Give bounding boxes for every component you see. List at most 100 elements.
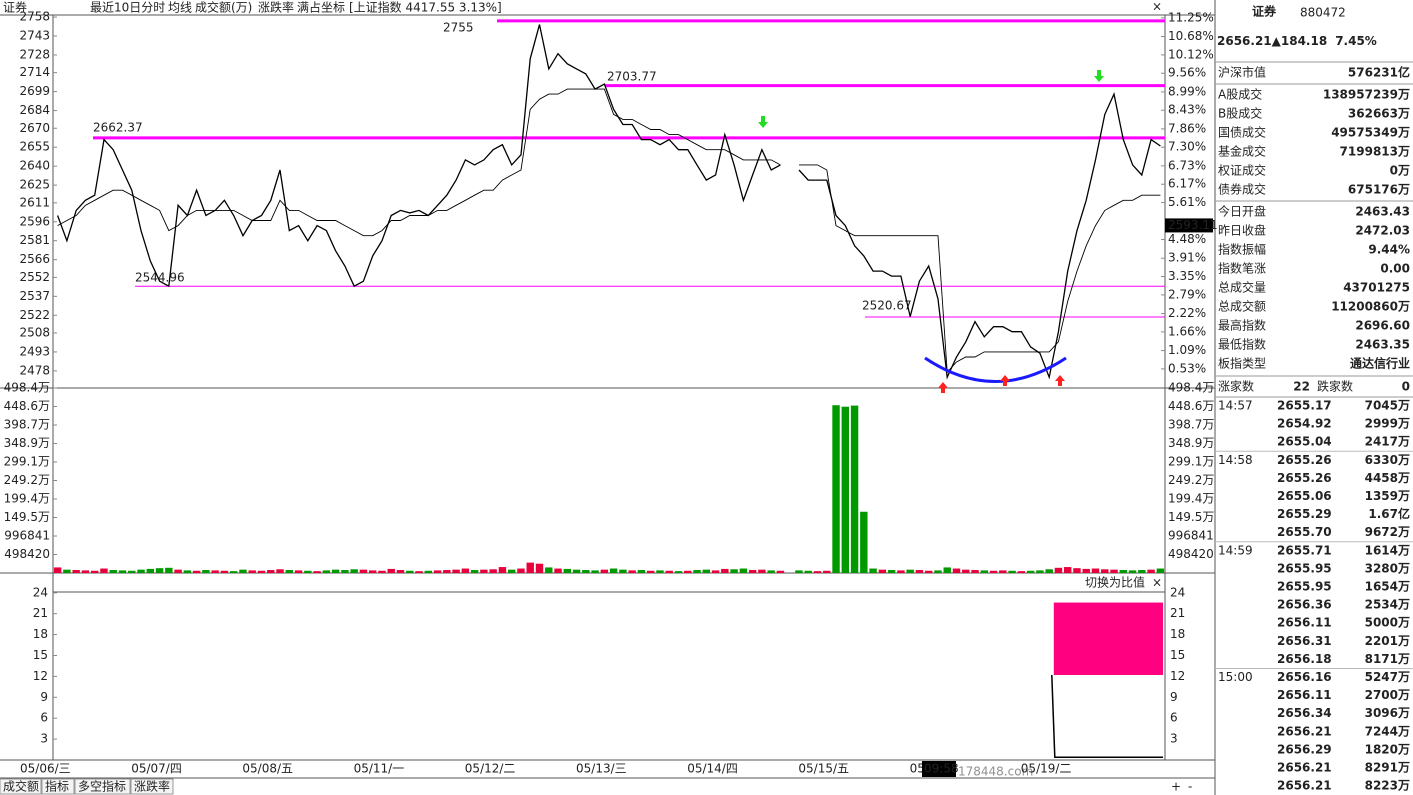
- cursor-time: 09:58: [924, 762, 959, 776]
- y2-tick-label: 7.86%: [1168, 121, 1206, 135]
- stat-label: 债券成交: [1218, 182, 1266, 197]
- y-tick-label: 15: [33, 648, 48, 662]
- volume-bar: [962, 569, 970, 573]
- y2-tick-label: 9.56%: [1168, 66, 1206, 80]
- y2-tick-label: 498420: [1168, 547, 1214, 561]
- volume-bar: [591, 570, 599, 573]
- average-line: [57, 88, 781, 237]
- y-tick-label: 2670: [19, 121, 50, 135]
- y2-tick-label: 249.2万: [1168, 473, 1214, 487]
- x-tick-label: 05/14/四: [687, 762, 738, 776]
- y-tick-label: 2699: [19, 84, 50, 98]
- toolbar-item[interactable]: 最近10日分时: [90, 1, 165, 15]
- x-tick-label: 05/11/一: [354, 762, 405, 776]
- ratio-line: [1051, 674, 1163, 758]
- tick-volume: 7045万: [1365, 399, 1410, 413]
- tab[interactable]: [74, 778, 131, 795]
- volume-bar: [1091, 568, 1100, 573]
- toolbar-item[interactable]: 满占坐标: [297, 0, 345, 15]
- stat-label: 最低指数: [1218, 337, 1266, 352]
- y-tick-label: 2537: [19, 289, 50, 303]
- tab-label[interactable]: 指标: [45, 779, 69, 794]
- tab-label[interactable]: 多空指标: [78, 779, 126, 794]
- stat-label: 权证成交: [1218, 163, 1266, 178]
- y2-tick-label: 10.68%: [1168, 29, 1214, 43]
- volume-bar: [1110, 569, 1118, 573]
- y2-tick-label: 24: [1170, 585, 1185, 599]
- volume-bar: [823, 570, 831, 573]
- tab-label[interactable]: 成交额: [3, 779, 39, 794]
- y2-tick-label: 5.61%: [1168, 195, 1206, 209]
- y-tick-label: 2728: [19, 47, 50, 61]
- toolbar-item[interactable]: 均线: [168, 1, 192, 15]
- y2-tick-label: 11.25%: [1168, 10, 1214, 24]
- volume-bar: [257, 570, 266, 573]
- volume-bar: [1119, 570, 1128, 573]
- y2-tick-label: 149.5万: [1168, 510, 1214, 524]
- tick-time: 14:58: [1218, 453, 1253, 467]
- stat-value: 2463.35: [1355, 338, 1410, 352]
- tick-volume: 3096万: [1365, 706, 1410, 720]
- volume-bar: [128, 570, 136, 573]
- volume-bar: [248, 570, 256, 573]
- volume-bar: [748, 570, 757, 573]
- volume-bar: [1101, 569, 1109, 573]
- control-button[interactable]: +: [1171, 780, 1181, 794]
- volume-bar: [887, 570, 896, 573]
- close-button[interactable]: ×: [1152, 0, 1162, 14]
- volume-bar: [980, 570, 989, 573]
- volume-bar: [684, 570, 692, 573]
- tab-label[interactable]: 涨跌率: [134, 779, 170, 794]
- volume-bar: [572, 569, 581, 573]
- y-tick-label: 2478: [19, 363, 50, 377]
- tick-volume: 3280万: [1365, 561, 1410, 575]
- y-tick-label: 498420: [4, 547, 50, 561]
- tick-price: 2655.06: [1277, 489, 1332, 503]
- pane-header[interactable]: 切换为比值: [1085, 575, 1145, 590]
- y2-tick-label: 4.48%: [1168, 232, 1206, 246]
- tab[interactable]: [130, 778, 174, 795]
- tick-price: 2656.21: [1277, 761, 1332, 775]
- volume-bar: [239, 569, 247, 573]
- volume-bar: [878, 569, 887, 573]
- volume-bar: [1147, 569, 1155, 573]
- y2-tick-label: 12: [1170, 669, 1185, 683]
- close-button[interactable]: ×: [1152, 576, 1162, 590]
- tick-price: 2655.70: [1277, 525, 1332, 539]
- volume-bar: [563, 568, 572, 573]
- volume-bar: [461, 568, 470, 573]
- toolbar-item[interactable]: 证券: [3, 0, 27, 15]
- volume-bar: [63, 569, 71, 573]
- tick-price: 2655.17: [1277, 399, 1332, 413]
- y2-tick-label: 18: [1170, 627, 1185, 641]
- stat-value: 7199813万: [1340, 145, 1410, 159]
- tab[interactable]: [41, 778, 75, 795]
- y-tick-label: 2508: [19, 325, 50, 339]
- tick-price: 2656.36: [1277, 598, 1332, 612]
- tab[interactable]: [0, 778, 42, 795]
- volume-bar: [174, 569, 182, 573]
- y-tick-label: 2655: [19, 140, 50, 154]
- volume-bar: [470, 570, 479, 573]
- tick-volume: 2534万: [1365, 598, 1410, 612]
- toolbar-item[interactable]: 成交额(万): [195, 0, 252, 15]
- tick-time: 14:57: [1218, 399, 1253, 413]
- stat-value: 0万: [1390, 164, 1410, 178]
- volume-bar: [582, 570, 590, 573]
- volume-bar: [711, 570, 720, 573]
- volume-bar: [267, 570, 275, 573]
- volume-bar: [118, 570, 127, 573]
- volume-bar: [165, 567, 173, 573]
- y-tick-label: 6: [40, 711, 48, 725]
- volume-bar: [554, 568, 562, 573]
- volume-bar: [331, 569, 340, 573]
- stat-label: 板指类型: [1218, 356, 1266, 371]
- y-tick-label: 498.4万: [4, 381, 50, 395]
- control-button[interactable]: -: [1188, 780, 1192, 794]
- level-label: 2662.37: [93, 121, 143, 135]
- volume-bar: [628, 570, 636, 573]
- toolbar-item[interactable]: 涨跌率: [258, 0, 294, 15]
- up-label: 涨家数: [1218, 379, 1254, 394]
- x-tick-label: 05/08/五: [242, 762, 293, 776]
- volume-bar: [1017, 571, 1026, 573]
